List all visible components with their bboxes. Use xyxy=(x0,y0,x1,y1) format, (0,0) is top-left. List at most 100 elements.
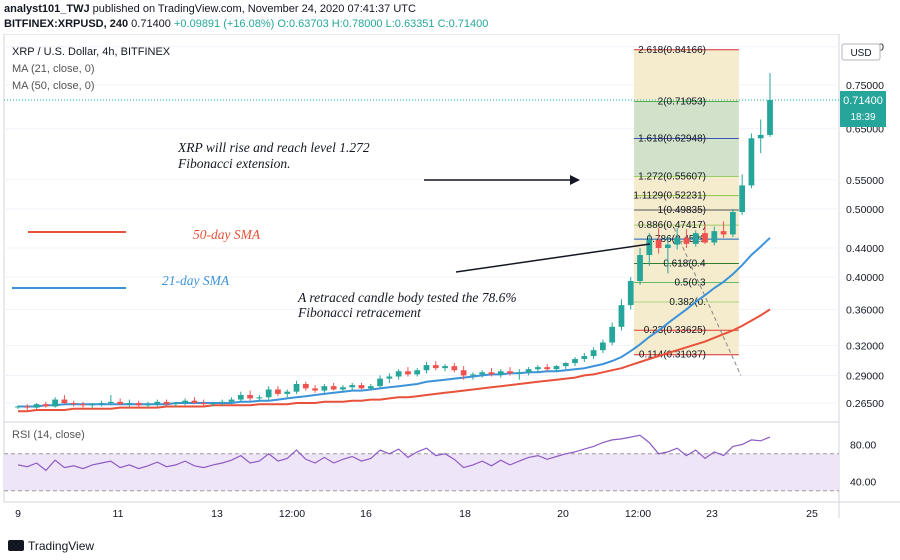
rise-arrow-head xyxy=(570,175,580,185)
candle-body xyxy=(553,366,560,370)
symbol-change: +0.09891 (+16.08%) xyxy=(173,18,275,30)
candle-body xyxy=(219,401,226,403)
rsi-axis-ticks: 80.00 40.00 xyxy=(850,440,876,489)
candle-body xyxy=(80,404,86,406)
candle-body xyxy=(488,372,495,375)
price-tick-label: 0.26500 xyxy=(846,398,884,410)
fib-level-label: 0.23(0.33625) xyxy=(644,325,706,336)
candle-body xyxy=(581,356,588,360)
candle-body xyxy=(757,134,764,139)
legend-ma50: MA (50, close, 0) xyxy=(12,80,95,92)
candle-body xyxy=(451,366,458,371)
candle-body xyxy=(89,404,96,406)
annotation-retrace-line2: Fibonacci retracement xyxy=(297,305,422,320)
candle-body xyxy=(237,395,244,400)
candle-body xyxy=(442,366,448,369)
candle-body xyxy=(210,403,216,405)
candle-body xyxy=(600,342,606,351)
currency-badge[interactable] xyxy=(841,43,881,61)
price-tick-label: 0.40000 xyxy=(846,272,884,284)
time-tick-label: 9 xyxy=(15,508,21,520)
price-tick-label: 0.50000 xyxy=(846,204,884,216)
fib-level-label: 0.382(0. xyxy=(669,297,706,308)
candle-body xyxy=(674,237,681,245)
symbol-ohlc: O:0.63703 H:0.78000 L:0.63351 C:0.71400 xyxy=(277,18,489,30)
candle-body xyxy=(423,365,430,371)
tradingview-logo[interactable]: TradingView xyxy=(8,539,94,553)
fib-level-label: 2(0.71053) xyxy=(658,97,706,108)
candle-body xyxy=(590,350,597,357)
candle-body xyxy=(154,401,161,405)
candle-body xyxy=(618,305,625,327)
fib-level-label: 0.114(0.31037) xyxy=(639,350,706,361)
fib-level-label: 2.618(0.84166) xyxy=(638,45,706,56)
candle-body xyxy=(330,386,337,390)
candle-body xyxy=(386,376,393,379)
candle-body xyxy=(247,395,253,399)
sma21-line xyxy=(18,237,771,408)
candle-body xyxy=(265,389,272,398)
candles xyxy=(15,73,773,411)
fib-level-label: 1.1129(0.52231) xyxy=(633,191,706,202)
candle-body xyxy=(609,326,616,343)
candle-body xyxy=(395,371,402,377)
candle-body xyxy=(516,372,523,374)
candle-body xyxy=(42,404,49,407)
candle-body xyxy=(349,385,356,388)
candle-body xyxy=(377,378,383,387)
candle-body xyxy=(145,404,151,406)
time-axis-ticks: 9 11 13 12:00 16 18 20 12:00 23 25 xyxy=(15,508,818,520)
candle-body xyxy=(312,388,318,391)
sma50-line xyxy=(18,308,771,413)
candle-body xyxy=(479,372,486,375)
candle-body xyxy=(405,371,411,375)
candle-body xyxy=(432,365,439,369)
price-tick-label: 0.36000 xyxy=(846,304,884,316)
fib-level-label: 0.5(0.3 xyxy=(674,278,706,289)
candle-body xyxy=(117,401,124,405)
symbol-price: 0.71400 xyxy=(131,18,171,30)
candle-body xyxy=(98,403,105,405)
candle-body xyxy=(15,406,21,408)
candle-body xyxy=(497,371,504,375)
ohlc-info: BITFINEX:XRPUSD, 240 0.71400 +0.09891 (+… xyxy=(0,15,900,33)
rsi-band xyxy=(4,453,839,491)
candle-body xyxy=(367,386,374,389)
chart-canvas[interactable]: 2.618(0.84166) 2(0.71053) 1.618(0.62948) 1.… xyxy=(0,34,900,534)
tradingview-brand: TradingView xyxy=(28,539,95,553)
fib-level-label: 1(0.49835) xyxy=(658,205,706,216)
candle-body xyxy=(720,231,727,235)
candle-body xyxy=(739,185,746,213)
rsi-line xyxy=(17,434,771,472)
publish-info: analyst101_TWJ published on TradingView.… xyxy=(0,0,900,18)
author-name[interactable]: analyst101_TWJ xyxy=(4,3,90,15)
candle-body xyxy=(340,387,346,390)
candle-body xyxy=(107,401,114,403)
candle-body xyxy=(228,399,235,402)
candle-body xyxy=(637,255,643,281)
candle-body xyxy=(767,100,773,135)
last-price-tag xyxy=(840,91,886,127)
candle-body xyxy=(460,370,467,376)
candle-body xyxy=(24,406,31,408)
time-tick-label: 12:00 xyxy=(279,508,305,520)
last-price-value: 0.71400 xyxy=(843,95,883,107)
candle-body xyxy=(172,403,179,405)
candle-body xyxy=(256,397,263,399)
candle-body xyxy=(321,386,328,391)
symbol-label: BITFINEX:XRPUSD, 240 xyxy=(4,18,129,30)
retrace-pointer xyxy=(455,243,651,273)
fib-extension-band xyxy=(634,49,739,355)
candle-body xyxy=(293,383,300,392)
candle-body xyxy=(627,280,634,306)
candle-body xyxy=(52,399,59,407)
candle-body xyxy=(135,403,142,406)
candle-body xyxy=(646,239,653,256)
annotation-rise-line2: Fibonacci extension. xyxy=(177,156,290,171)
time-tick-label: 13 xyxy=(211,508,223,520)
annotation-retrace-line1: A retraced candle body tested the 78.6% xyxy=(297,290,517,305)
publish-text: published on TradingView.com, November 2… xyxy=(92,3,416,15)
candle-body xyxy=(284,391,291,394)
annotation-sma50: 50-day SMA xyxy=(193,227,261,242)
time-tick-label: 12:00 xyxy=(625,508,651,520)
